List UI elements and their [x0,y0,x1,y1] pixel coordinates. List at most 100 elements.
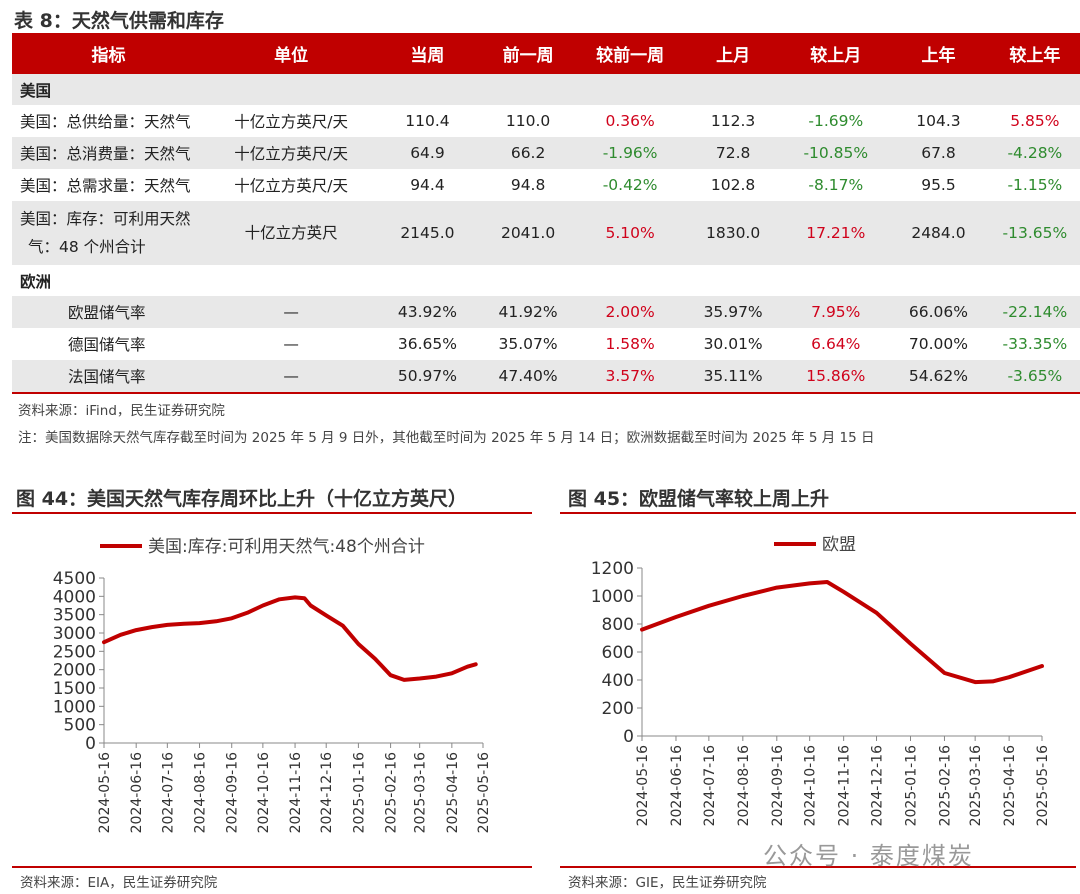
x-tick-label: 2024-06-16 [129,752,145,833]
cell-indicator: 美国：总需求量：天然气 [20,177,191,195]
x-tick-label: 2024-07-16 [702,745,718,826]
cell-yoy: -1.15% [1007,176,1063,194]
y-tick-label: 4000 [53,587,96,607]
cell-previous: 47.40% [477,360,579,394]
x-tick-label: 2024-05-16 [97,752,113,833]
y-tick-label: 3500 [53,606,96,626]
cell-unit: — [205,360,378,394]
cell-current: 2145.0 [377,201,478,265]
cell-indicator: 欧盟储气率 [12,296,206,328]
cell-last-year: 2484.0 [887,201,990,265]
cell-yoy: 5.85% [1010,112,1060,130]
y-tick-label: 2500 [53,642,96,662]
cell-yoy: -33.35% [1002,335,1068,353]
cell-last-year: 67.8 [887,137,990,169]
cell-unit: 十亿立方英尺 [205,201,378,265]
fig45-bottom-rule [560,866,1076,868]
cell-indicator-line1: 美国：库存：可利用天然 [20,210,191,228]
x-tick-label: 2025-01-16 [351,752,367,833]
cell-mom: 7.95% [784,296,888,328]
cell-unit: 十亿立方英尺/天 [234,113,348,131]
header-current-week: 当周 [377,33,478,74]
y-tick-label: 1200 [591,559,634,579]
cell-wow: 0.36% [605,112,655,130]
cell-last-year: 70.00% [908,335,969,353]
x-tick-label: 2024-05-16 [635,745,651,826]
cell-wow: -0.42% [602,176,658,194]
x-tick-label: 2024-12-16 [319,752,335,833]
x-tick-label: 2025-02-16 [384,752,400,833]
cell-indicator: 美国：总消费量：天然气 [12,137,206,169]
cell-last-month: 112.3 [710,112,756,130]
x-tick-label: 2025-03-16 [413,752,429,833]
x-tick-label: 2024-10-16 [256,752,272,833]
header-unit: 单位 [205,33,378,74]
cell-current: 50.97% [377,360,478,394]
x-tick-label: 2024-11-16 [288,752,304,833]
x-tick-label: 2024-09-16 [770,745,786,826]
cell-indicator: 美国：总供给量：天然气 [20,113,191,131]
cell-wow: 3.57% [578,360,682,394]
cell-unit: 十亿立方英尺/天 [205,137,378,169]
table-header-row: 指标 单位 当周 前一周 较前一周 上月 较上月 上年 较上年 [12,33,1080,74]
y-tick-label: 400 [602,671,634,691]
fig44-source: 资料来源：EIA，民生证券研究院 [20,875,218,891]
header-last-year: 上年 [887,33,990,74]
cell-mom: -8.17% [808,176,864,194]
cell-wow: 5.10% [578,201,682,265]
cell-previous: 110.0 [505,112,551,130]
cell-yoy: -4.28% [989,137,1080,169]
fig45-top-rule [560,512,1076,514]
cell-indicator: 美国：库存：可利用天然 气：48 个州合计 [12,201,206,265]
legend-label: 欧盟 [822,535,856,555]
fig44-bottom-rule [12,866,532,868]
cell-yoy: -13.65% [989,201,1080,265]
cell-wow: 1.58% [605,335,655,353]
cell-previous: 66.2 [477,137,579,169]
y-tick-label: 1000 [591,587,634,607]
table-source: 资料来源：iFind，民生证券研究院 [18,403,225,419]
cell-mom: 6.64% [811,335,861,353]
cell-indicator: 德国储气率 [68,336,146,354]
x-tick-label: 2025-01-16 [903,745,919,826]
cell-previous: 35.07% [498,335,558,353]
cell-last-month: 1830.0 [681,201,785,265]
cell-mom: -1.69% [808,112,864,130]
cell-last-year: 54.62% [887,360,990,394]
cell-previous: 41.92% [477,296,579,328]
cell-unit: 十亿立方英尺/天 [234,177,348,195]
table-row: 美国：总需求量：天然气 十亿立方英尺/天 94.4 94.8 -0.42% 10… [12,169,1080,201]
us-gas-storage-chart: 美国:库存:可利用天然气:48个州合计050010001500200025003… [53,537,492,833]
fig44-title: 图 44：美国天然气库存周环比上升（十亿立方英尺） [16,488,468,510]
x-tick-label: 2024-06-16 [669,745,685,826]
header-wow: 较前一周 [578,33,682,74]
cell-last-month: 35.11% [681,360,785,394]
series-line [102,595,478,682]
cell-yoy: -22.14% [989,296,1080,328]
x-tick-label: 2024-10-16 [803,745,819,826]
cell-current: 64.9 [377,137,478,169]
y-tick-label: 200 [602,699,634,719]
cell-current: 43.92% [377,296,478,328]
series-line [640,580,1044,685]
section-row-us: 美国 [12,74,1080,105]
y-tick-label: 1500 [53,679,96,699]
cell-last-year: 66.06% [887,296,990,328]
cell-last-month: 35.97% [681,296,785,328]
table-note: 注：美国数据除天然气库存截至时间为 2025 年 5 月 9 日外，其他截至时间… [18,430,875,446]
x-tick-label: 2024-07-16 [160,752,176,833]
section-row-eu: 欧洲 [12,265,1080,296]
cell-previous: 94.8 [510,176,546,194]
x-tick-label: 2024-08-16 [193,752,209,833]
header-yoy: 较上年 [989,33,1080,74]
cell-last-year: 104.3 [916,112,961,130]
cell-indicator: 法国储气率 [12,360,206,394]
x-tick-label: 2024-09-16 [225,752,241,833]
table-row: 美国：总消费量：天然气 十亿立方英尺/天 64.9 66.2 -1.96% 72… [12,137,1080,169]
section-label: 欧洲 [20,272,52,291]
cell-unit: — [283,335,299,353]
cell-mom: -10.85% [784,137,888,169]
fig45-source: 资料来源：GIE，民生证券研究院 [568,875,767,891]
header-last-month: 上月 [681,33,785,74]
table-row: 德国储气率 — 36.65% 35.07% 1.58% 30.01% 6.64%… [12,328,1080,360]
